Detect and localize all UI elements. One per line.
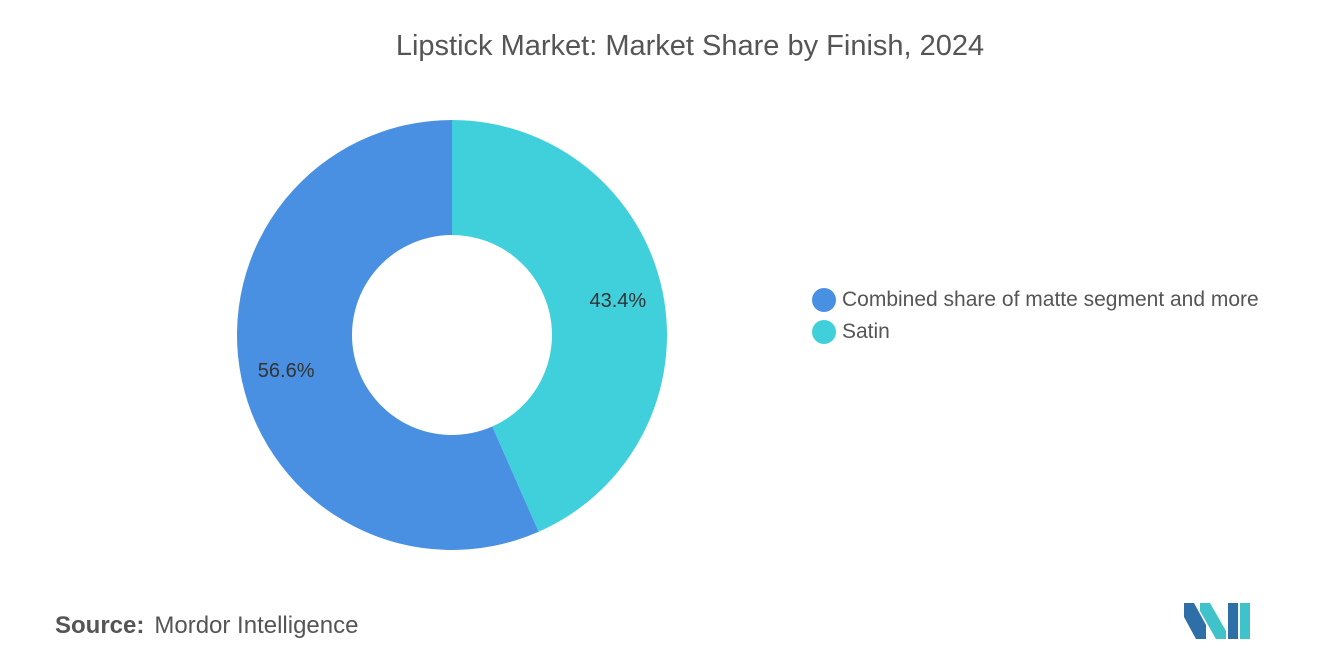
source-note: Source: Mordor Intelligence bbox=[55, 612, 358, 640]
legend-label-matte: Combined share of matte segment and more bbox=[842, 288, 1259, 311]
value-label-matte: 56.6% bbox=[258, 360, 315, 382]
chart-title: Lipstick Market: Market Share by Finish,… bbox=[395, 30, 985, 62]
legend-item-matte[interactable]: Combined share of matte segment and more bbox=[812, 284, 1259, 316]
mordor-intelligence-logo-icon bbox=[1184, 603, 1250, 639]
legend-swatch-matte bbox=[812, 288, 836, 312]
logo-shape-right bbox=[1228, 603, 1238, 639]
legend-item-satin[interactable]: Satin bbox=[812, 316, 1259, 348]
source-label: Source: bbox=[55, 612, 145, 639]
donut-value-labels: 43.4% 56.6% bbox=[258, 290, 647, 382]
legend-swatch-satin bbox=[812, 320, 836, 344]
donut-slices bbox=[237, 120, 667, 550]
logo-shape-left bbox=[1184, 603, 1206, 639]
value-label-satin: 43.4% bbox=[590, 290, 647, 312]
logo-shape-right-accent bbox=[1240, 603, 1250, 639]
chart-legend: Combined share of matte segment and more… bbox=[812, 284, 1259, 348]
donut-slice-satin[interactable] bbox=[452, 120, 667, 532]
logo-shape-mid bbox=[1200, 603, 1226, 639]
source-text: Mordor Intelligence bbox=[154, 612, 359, 639]
legend-label-satin: Satin bbox=[842, 320, 890, 343]
donut-slice-matte[interactable] bbox=[237, 120, 539, 550]
